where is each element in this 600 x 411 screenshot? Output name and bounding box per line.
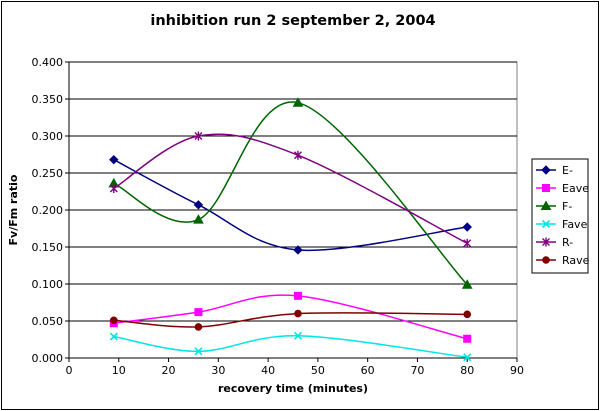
y-tick-label: 0.250 <box>32 167 64 180</box>
data-point <box>194 347 203 356</box>
series-line <box>113 294 468 340</box>
y-tick-label: 0.000 <box>32 352 64 365</box>
x-tick-label: 40 <box>261 364 275 377</box>
x-tick-label: 10 <box>112 364 126 377</box>
legend-marker <box>540 200 552 210</box>
x-axis-label: recovery time (minutes) <box>218 382 368 395</box>
series-line <box>113 133 468 244</box>
x-tick-label: 70 <box>410 364 424 377</box>
data-point <box>193 200 204 210</box>
x-tick-label: 30 <box>211 364 225 377</box>
legend-item: F- <box>536 200 572 213</box>
data-point <box>463 353 472 362</box>
data-point <box>110 316 118 325</box>
data-point <box>193 214 204 224</box>
legend-item: E- <box>536 164 573 177</box>
legend-item: Eave <box>536 182 589 195</box>
x-tick-labels: 0 10 20 30 40 50 60 70 80 90 <box>66 358 524 377</box>
chart-title: inhibition run 2 september 2, 2004 <box>150 13 435 29</box>
y-tick-labels: 0.000 0.050 0.100 0.150 0.200 0.250 0.300 0.350… <box>32 56 69 365</box>
x-tick-label: 80 <box>460 364 474 377</box>
y-tick-label: 0.400 <box>32 56 64 69</box>
data-point <box>109 184 118 194</box>
legend-marker <box>542 237 550 247</box>
x-tick-label: 20 <box>162 364 176 377</box>
y-tick-label: 0.200 <box>32 204 64 217</box>
legend-marker <box>541 165 551 175</box>
y-tick-label: 0.050 <box>32 315 64 328</box>
legend-label: F- <box>562 200 572 213</box>
series-line <box>113 101 468 286</box>
legend-marker <box>542 184 550 192</box>
data-point <box>293 291 302 300</box>
legend: E- Eave F- Fave R- Rave <box>531 158 590 274</box>
series-2 <box>108 97 473 289</box>
legend-label: E- <box>562 164 573 177</box>
legend-label: R- <box>562 236 573 249</box>
data-point <box>462 222 472 232</box>
data-point <box>109 154 119 165</box>
data-point <box>194 323 203 331</box>
legend-box <box>531 158 589 274</box>
series-3 <box>109 331 472 362</box>
legend-marker <box>542 256 550 264</box>
legend-item: Fave <box>536 218 588 231</box>
gridlines <box>69 61 517 322</box>
data-point <box>293 331 303 340</box>
y-tick-label: 0.100 <box>32 278 64 291</box>
series-line <box>113 312 468 328</box>
x-tick-label: 0 <box>66 364 73 377</box>
data-point <box>463 310 472 319</box>
legend-label: Fave <box>562 218 588 231</box>
data-point <box>109 332 118 341</box>
legend-marker <box>541 219 551 229</box>
series-5 <box>110 309 472 331</box>
series-line <box>113 159 468 252</box>
legend-item: R- <box>536 236 573 249</box>
data-point <box>293 150 302 160</box>
series-4 <box>109 131 472 248</box>
data-point <box>461 279 473 289</box>
legend-label: Rave <box>562 254 590 267</box>
data-point <box>463 334 472 343</box>
legend-item: Rave <box>536 254 590 267</box>
legend-label: Eave <box>562 182 589 195</box>
data-point <box>293 245 303 255</box>
series-group <box>108 97 473 362</box>
y-axis-label: Fv/Fm ratio <box>7 174 20 245</box>
data-point <box>292 97 304 107</box>
y-tick-label: 0.300 <box>32 130 64 143</box>
series-0 <box>109 154 472 255</box>
data-point <box>294 309 302 318</box>
data-point <box>194 131 203 141</box>
series-line <box>113 335 468 359</box>
y-tick-label: 0.350 <box>32 93 64 106</box>
x-tick-label: 60 <box>361 364 375 377</box>
y-tick-label: 0.150 <box>32 241 64 254</box>
data-point <box>463 238 472 248</box>
x-tick-label: 90 <box>510 364 524 377</box>
x-tick-label: 50 <box>311 364 325 377</box>
data-point <box>194 308 203 317</box>
